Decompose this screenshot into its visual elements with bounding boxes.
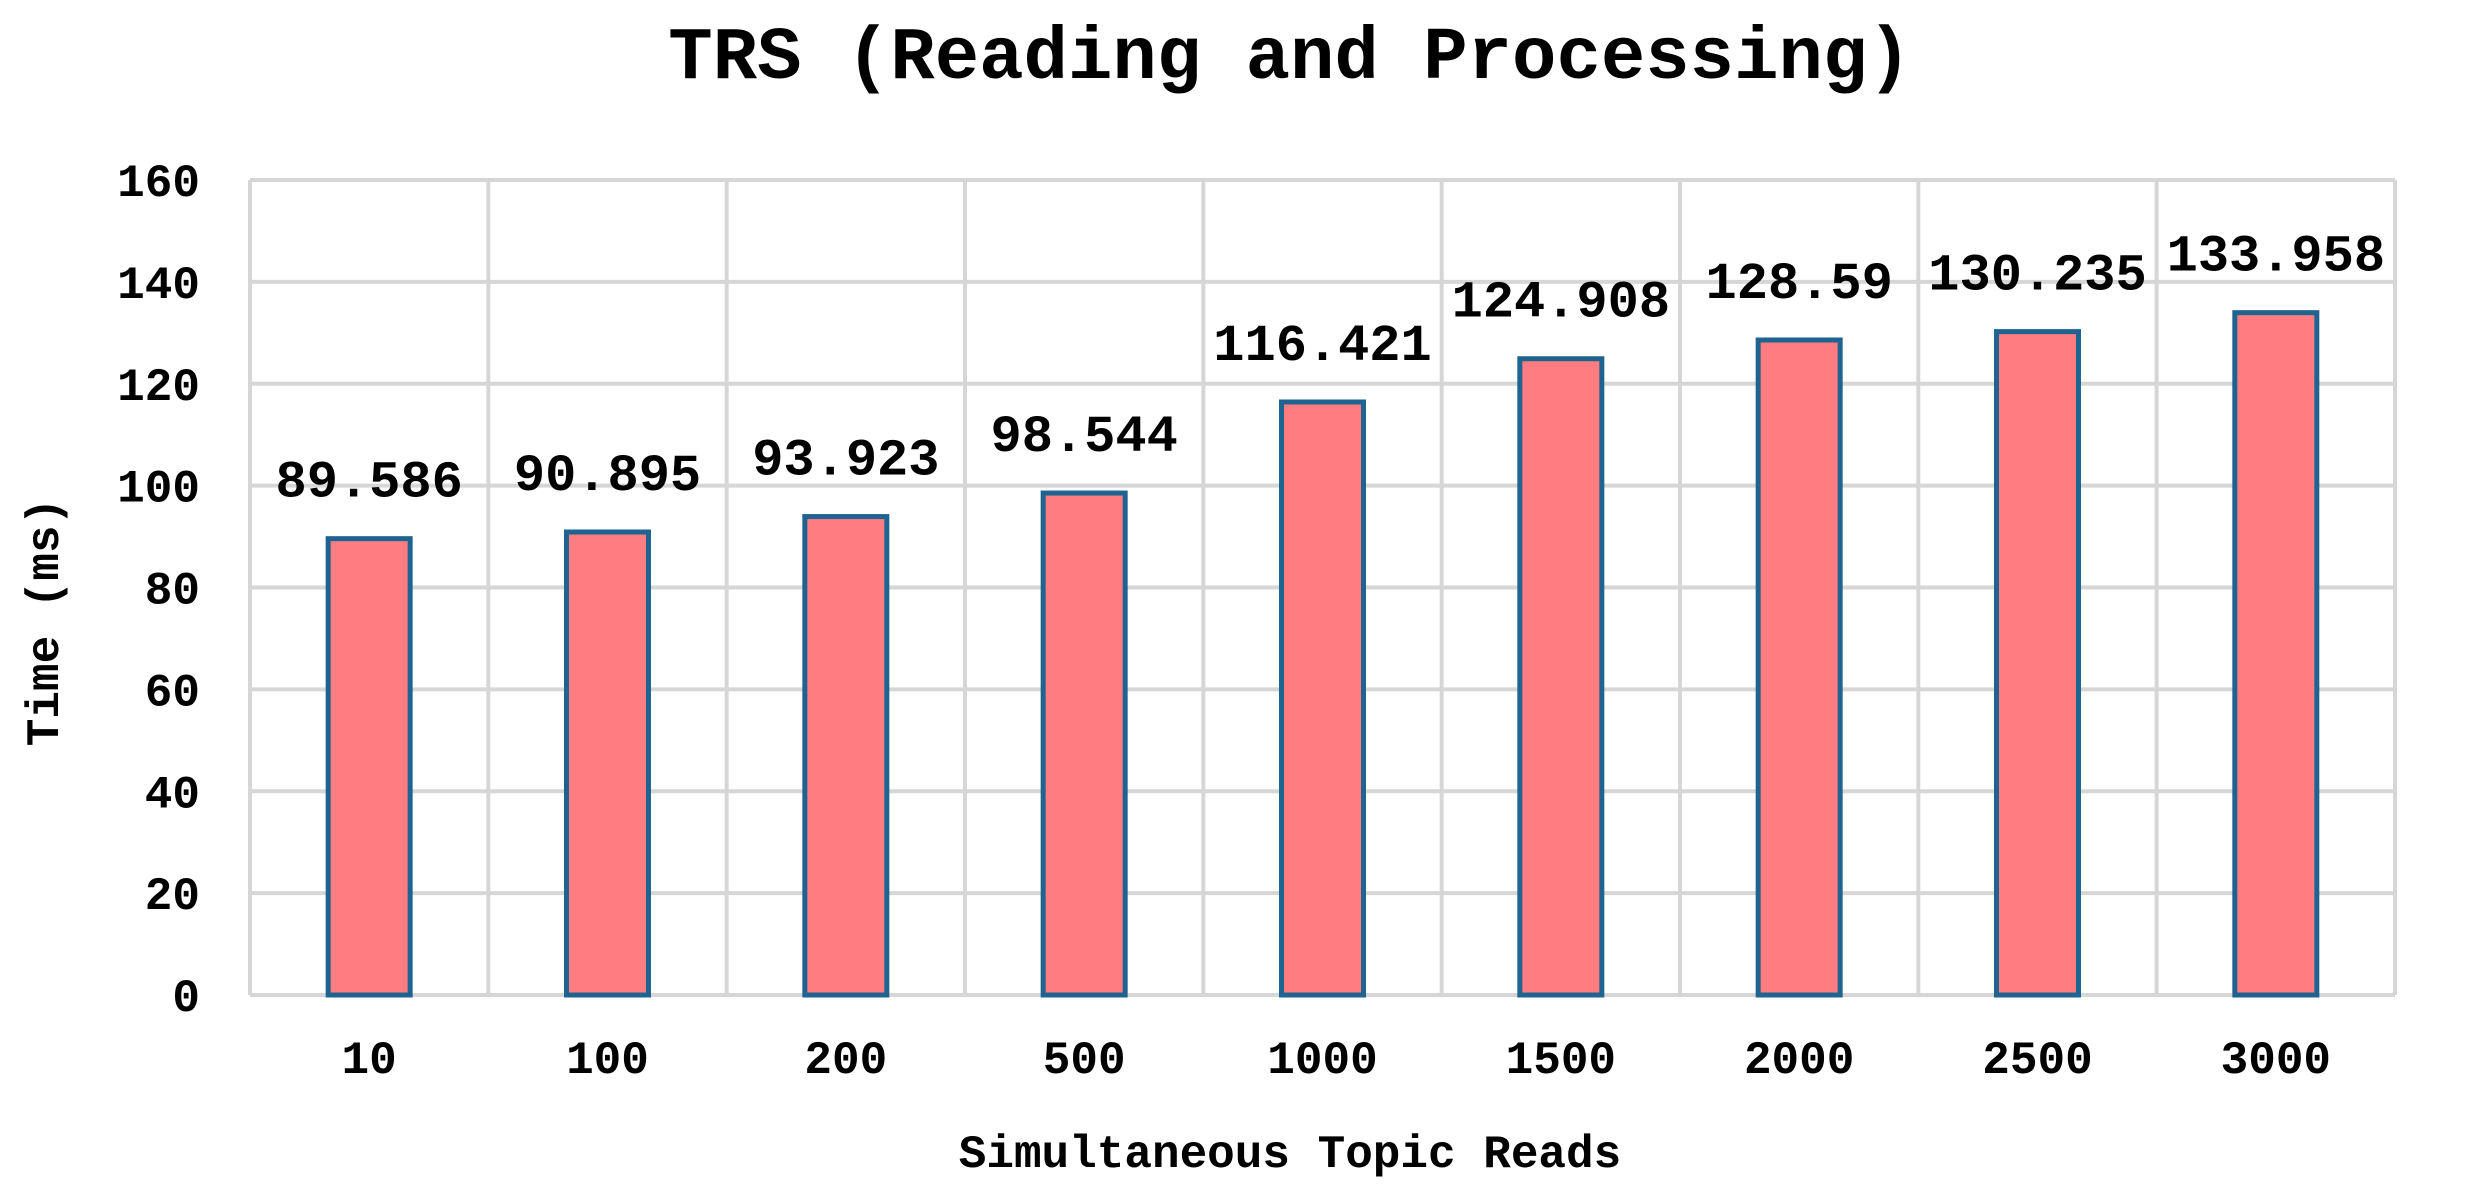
y-tick-label: 100: [117, 464, 200, 516]
data-label: 133.958: [2167, 228, 2385, 287]
y-tick-label: 20: [145, 871, 200, 923]
x-tick-label: 200: [804, 1035, 887, 1087]
data-label: 124.908: [1452, 274, 1670, 333]
x-tick-label: 100: [566, 1035, 649, 1087]
data-label: 116.421: [1213, 317, 1431, 376]
x-tick-label: 10: [342, 1035, 397, 1087]
data-label: 93.923: [752, 432, 939, 491]
x-axis-ticks: 10 100 200 500 1000 1500 2000 2500 3000: [342, 1035, 2331, 1087]
bar: [802, 514, 890, 998]
bar: [325, 536, 413, 998]
y-tick-label: 120: [117, 362, 200, 414]
data-label: 130.235: [1928, 247, 2146, 306]
bar: [1755, 337, 1843, 998]
data-labels: 89.586 90.895 93.923 98.544 116.421 124.908 12…: [276, 228, 2386, 513]
y-tick-label: 80: [145, 566, 200, 618]
y-tick-label: 60: [145, 667, 200, 719]
bar: [2232, 310, 2320, 998]
data-label: 128.59: [1706, 255, 1893, 314]
data-label: 90.895: [514, 447, 701, 506]
bars: [325, 310, 2320, 998]
x-tick-label: 2000: [1744, 1035, 1854, 1087]
bar: [1994, 329, 2081, 998]
bar: [1040, 490, 1128, 998]
bar: [1279, 399, 1366, 998]
data-label: 89.586: [276, 454, 463, 513]
x-tick-label: 1500: [1506, 1035, 1616, 1087]
y-tick-label: 0: [172, 973, 200, 1025]
x-tick-label: 500: [1043, 1035, 1126, 1087]
bar: [564, 529, 651, 998]
y-tick-label: 140: [117, 260, 200, 312]
y-axis-title: Time (ms): [20, 498, 72, 746]
x-axis-title: Simultaneous Topic Reads: [959, 1129, 1622, 1181]
y-tick-label: 160: [117, 158, 200, 210]
y-axis-ticks: 0 20 40 60 80 100 120 140 160: [117, 158, 200, 1025]
chart-title: TRS (Reading and Processing): [668, 17, 1911, 101]
x-tick-label: 1000: [1267, 1035, 1377, 1087]
y-tick-label: 40: [145, 769, 200, 821]
data-label: 98.544: [991, 408, 1178, 467]
x-tick-label: 3000: [2221, 1035, 2331, 1087]
x-tick-label: 2500: [1982, 1035, 2092, 1087]
bar: [1517, 356, 1605, 998]
